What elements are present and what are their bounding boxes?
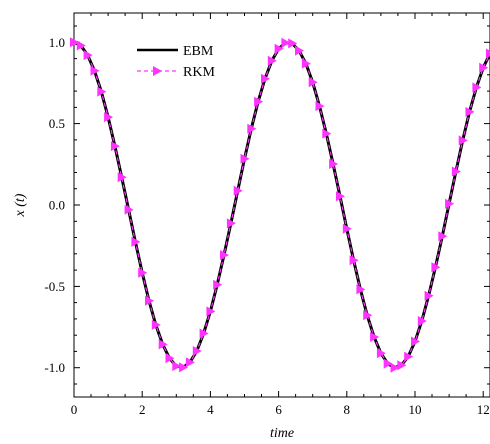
y-tick-label: 0.5 <box>49 116 65 131</box>
series-line-ebm <box>73 40 490 370</box>
data-point-rkm <box>383 358 393 369</box>
data-point-rkm <box>199 328 209 339</box>
x-tick-label: 10 <box>409 402 422 417</box>
data-point-rkm <box>438 231 448 242</box>
data-point-rkm <box>458 135 468 146</box>
series-line-rkm <box>73 41 490 369</box>
data-point-rkm <box>431 262 441 273</box>
data-point-rkm <box>315 101 325 112</box>
data-point-rkm <box>445 198 455 209</box>
data-point-rkm <box>192 346 202 356</box>
data-point-rkm <box>363 310 373 321</box>
data-point-rkm <box>179 362 189 373</box>
x-tick-label: 8 <box>344 402 351 417</box>
data-point-rkm <box>451 166 461 177</box>
y-axis-label: x (t) <box>13 193 28 217</box>
data-point-rkm <box>206 306 216 317</box>
data-point-rkm <box>322 128 332 139</box>
data-point-rkm <box>267 55 277 66</box>
data-point-rkm <box>124 204 134 215</box>
data-point-rkm <box>97 86 107 97</box>
x-tick-label: 2 <box>139 402 146 417</box>
data-point-rkm <box>295 45 304 56</box>
data-point-rkm <box>110 141 120 152</box>
data-point-rkm <box>213 279 223 290</box>
data-point-rkm <box>404 351 414 362</box>
x-axis-ticks: 0 2 4 6 8 10 12 <box>71 13 490 417</box>
data-point-rkm <box>417 316 427 326</box>
data-point-rkm <box>83 50 93 61</box>
y-tick-label: -0.5 <box>44 279 65 294</box>
data-point-rkm <box>472 82 482 93</box>
data-point-rkm <box>131 236 141 247</box>
data-point-rkm <box>274 43 284 54</box>
data-point-rkm <box>226 218 236 229</box>
data-point-rkm <box>240 153 250 164</box>
minor-ticks <box>74 13 490 397</box>
data-point-rkm <box>370 332 380 342</box>
data-point-rkm <box>247 123 257 134</box>
legend-marker-rkm <box>153 66 162 76</box>
data-point-rkm <box>138 267 148 278</box>
x-tick-label: 12 <box>477 402 490 417</box>
x-tick-label: 0 <box>71 402 78 417</box>
data-point-rkm <box>376 348 386 359</box>
data-point-rkm <box>411 336 420 347</box>
data-point-rkm <box>104 112 114 123</box>
data-point-rkm <box>220 250 229 260</box>
x-tick-label: 4 <box>207 402 214 417</box>
data-point-rkm <box>281 37 291 48</box>
data-point-rkm <box>308 77 318 88</box>
legend: EBM RKM <box>137 44 215 80</box>
data-point-rkm <box>117 172 127 183</box>
data-point-rkm <box>151 319 161 330</box>
legend-label-rkm: RKM <box>183 65 215 80</box>
data-point-rkm <box>288 38 298 49</box>
data-point-rkm <box>254 96 264 107</box>
y-tick-label: 0.0 <box>49 198 65 213</box>
data-point-rkm <box>165 353 175 364</box>
data-point-rkm <box>342 223 352 234</box>
data-point-rkm <box>479 62 489 73</box>
data-point-rkm <box>424 290 434 301</box>
y-tick-label: -1.0 <box>44 360 65 375</box>
data-point-rkm <box>233 185 243 196</box>
y-tick-label: 1.0 <box>49 35 65 50</box>
data-point-rkm <box>336 191 345 202</box>
data-point-rkm <box>145 295 154 306</box>
data-point-rkm <box>158 339 168 350</box>
x-axis-label: time <box>270 426 294 441</box>
y-axis-ticks: 1.0 0.5 0.0 -0.5 -1.0 <box>44 35 490 375</box>
legend-label-ebm: EBM <box>183 44 214 59</box>
data-point-rkm <box>329 159 339 169</box>
data-point-rkm <box>397 360 407 371</box>
data-point-rkm <box>76 40 86 51</box>
data-point-rkm <box>90 65 100 76</box>
data-point-rkm <box>486 48 490 59</box>
x-tick-label: 6 <box>275 402 282 417</box>
plot-frame <box>73 12 490 398</box>
data-point-rkm <box>261 73 270 84</box>
data-point-rkm <box>465 106 475 117</box>
data-point-rkm <box>356 284 366 295</box>
data-point-rkm <box>390 362 400 373</box>
data-point-rkm <box>70 37 79 48</box>
data-point-rkm <box>172 361 182 372</box>
data-point-rkm <box>349 255 359 266</box>
series-layer <box>70 37 490 373</box>
data-point-rkm <box>185 357 195 368</box>
data-point-rkm <box>301 58 311 69</box>
